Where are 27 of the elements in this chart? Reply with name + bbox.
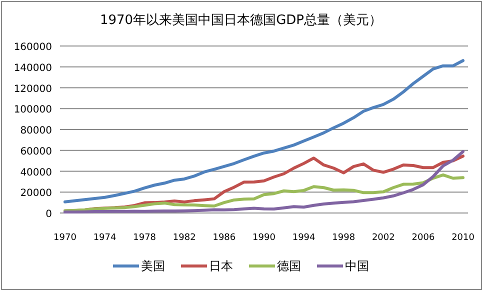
x-tick-label: 1994: [292, 233, 316, 243]
x-tick-label: 1970: [54, 233, 77, 243]
x-tick-label: 2006: [412, 233, 435, 243]
legend-label: 中国: [345, 259, 369, 273]
x-tick-label: 1974: [93, 233, 117, 243]
x-tick-label: 2010: [452, 233, 475, 243]
x-tick-label: 2002: [372, 233, 395, 243]
x-tick-label: 1978: [133, 233, 156, 243]
y-tick-label: 20000: [20, 188, 52, 200]
y-tick-label: 160000: [14, 42, 52, 53]
y-tick-label: 80000: [20, 126, 52, 136]
y-tick-label: 60000: [20, 146, 52, 158]
line-series: [63, 173, 465, 212]
x-tick-label: 1982: [172, 233, 196, 243]
x-tick-label: 1998: [332, 233, 356, 243]
chart-title: 1970年以来美国中国日本德国GDP总量（美元）: [100, 12, 382, 28]
legend-label: 美国: [141, 259, 165, 273]
x-tick-label: 1986: [212, 233, 236, 243]
legend-label: 日本: [209, 259, 233, 273]
legend-label: 德国: [277, 259, 301, 273]
y-tick-label: 120000: [14, 84, 52, 95]
y-tick-label: 0: [46, 209, 52, 220]
line-series: [63, 59, 465, 204]
y-tick-label: 100000: [14, 104, 52, 116]
y-tick-label: 140000: [14, 62, 52, 74]
y-tick-label: 40000: [20, 167, 52, 178]
x-tick-label: 1990: [252, 233, 276, 243]
